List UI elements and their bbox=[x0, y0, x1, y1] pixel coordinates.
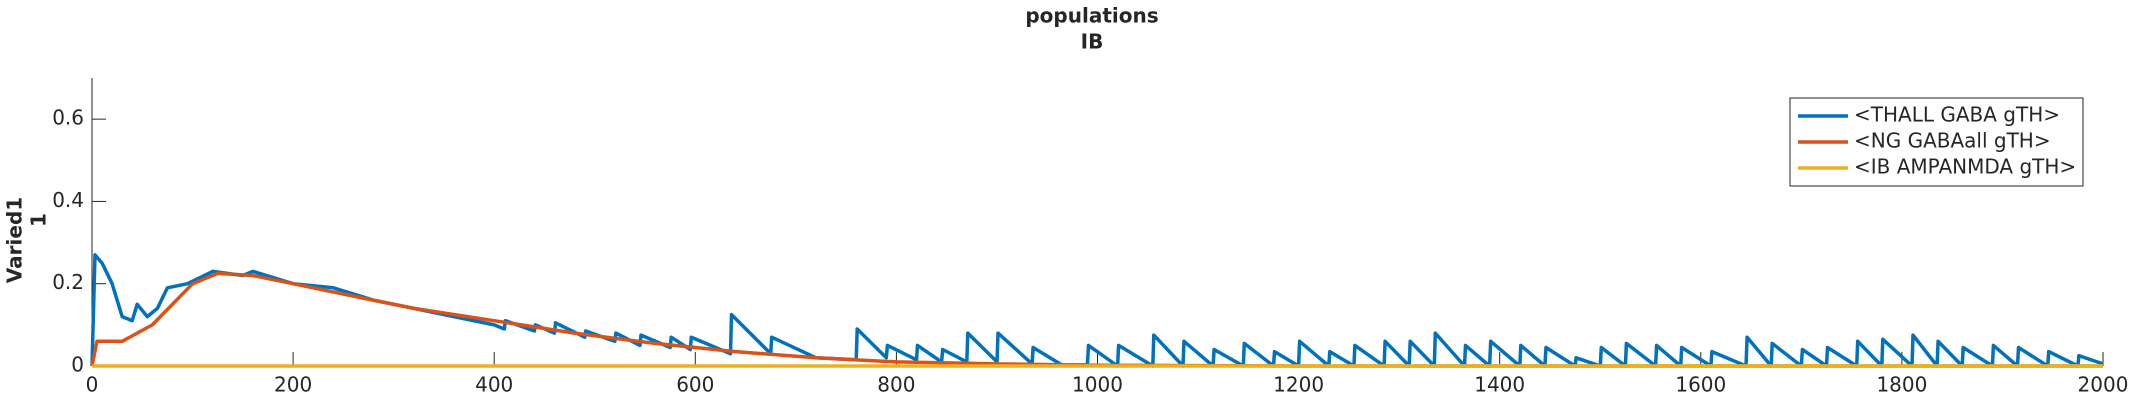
x-tick-label: 200 bbox=[274, 373, 312, 397]
y-tick-label: 0.6 bbox=[52, 106, 84, 130]
x-tick-label: 1400 bbox=[1474, 373, 1525, 397]
x-tick-label: 2000 bbox=[2078, 373, 2129, 397]
x-tick-label: 400 bbox=[475, 373, 513, 397]
chart-title: populations bbox=[1025, 4, 1158, 28]
x-tick-label: 1000 bbox=[1072, 373, 1123, 397]
legend-label: <NG GABAall gTH> bbox=[1854, 129, 2051, 153]
y-tick-label: 0.2 bbox=[52, 270, 84, 294]
y-axis-label: Varied1 bbox=[3, 197, 27, 283]
x-tick-label: 1800 bbox=[1876, 373, 1927, 397]
series-line bbox=[90, 253, 2104, 368]
y-axis-label-2: 1 bbox=[27, 213, 51, 227]
y-tick-label: 0.4 bbox=[52, 188, 84, 212]
chart-subtitle: IB bbox=[1081, 30, 1104, 54]
legend-label: <THALL GABA gTH> bbox=[1854, 103, 2060, 127]
x-tick-label: 1600 bbox=[1675, 373, 1726, 397]
x-tick-label: 600 bbox=[676, 373, 714, 397]
x-tick-label: 800 bbox=[877, 373, 915, 397]
y-tick-label: 0 bbox=[71, 353, 84, 377]
legend-label: <IB AMPANMDA gTH> bbox=[1854, 155, 2076, 179]
x-tick-label: 1200 bbox=[1273, 373, 1324, 397]
x-tick-label: 0 bbox=[86, 373, 99, 397]
series-line bbox=[90, 271, 2103, 368]
